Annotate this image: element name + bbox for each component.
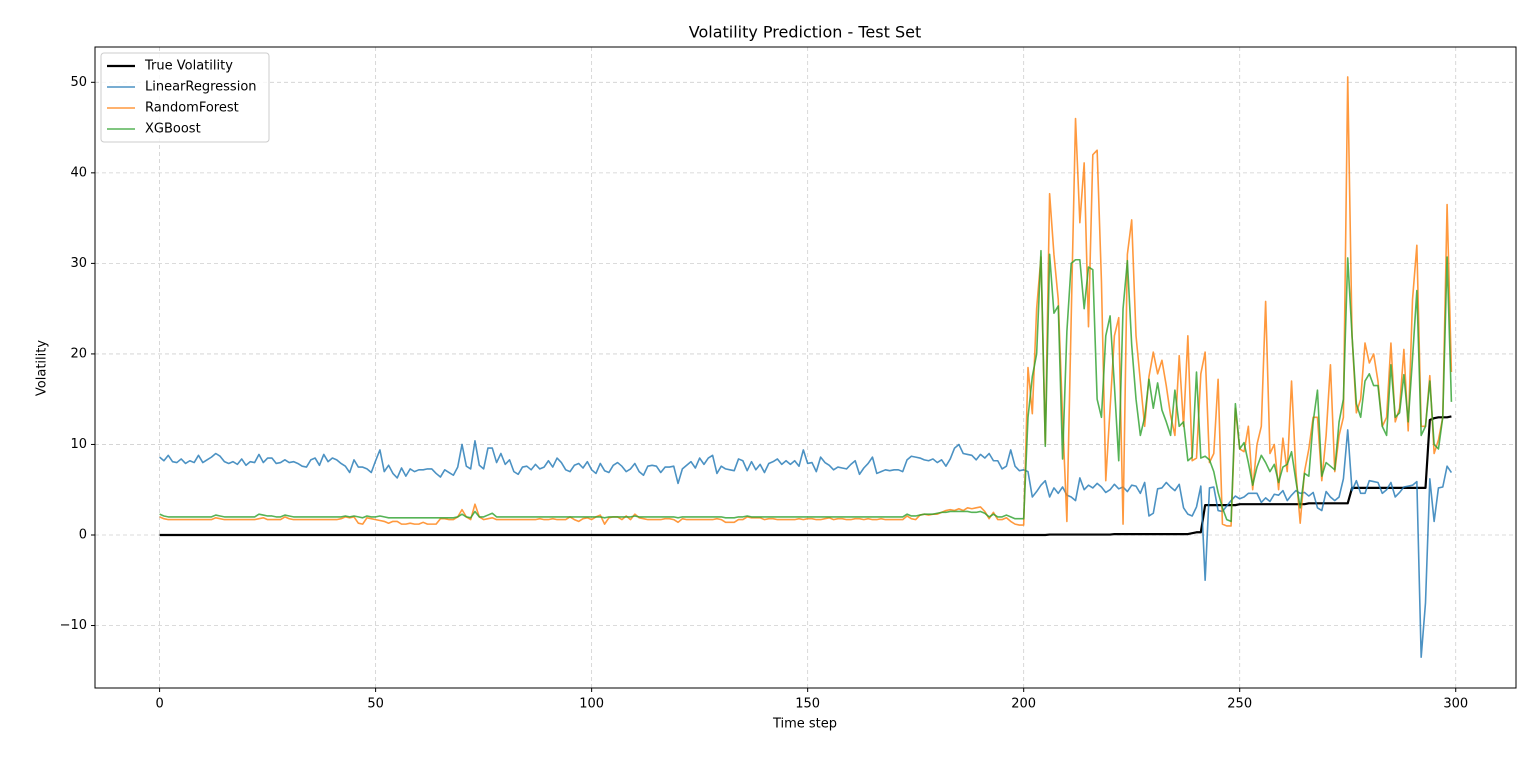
legend-label: LinearRegression <box>145 80 257 95</box>
legend-label: True Volatility <box>144 59 233 74</box>
y-tick-label: 40 <box>70 165 87 180</box>
legend-box <box>100 52 270 143</box>
x-tick-label: 150 <box>795 697 820 712</box>
grid <box>95 47 1516 688</box>
plot-lines <box>159 76 1453 659</box>
x-tick-label: 0 <box>155 697 163 712</box>
x-tick-label: 200 <box>1011 697 1036 712</box>
x-axis-label: Time step <box>772 717 837 732</box>
series-line <box>159 429 1453 659</box>
legend: True Volatility LinearRegression RandomFor… <box>100 52 270 143</box>
y-axis-label: Volatility <box>35 340 50 396</box>
x-tick-label: 300 <box>1443 697 1468 712</box>
ticks: 0 50 100 150 200 250 300 −10 0 10 20 30 40 50 <box>60 75 1469 712</box>
series-line <box>159 415 1452 537</box>
y-tick-label: −10 <box>60 618 87 633</box>
x-tick-label: 50 <box>367 697 384 712</box>
y-tick-label: 50 <box>70 75 87 90</box>
legend-label: XGBoost <box>145 122 201 137</box>
y-tick-label: 30 <box>70 256 87 271</box>
y-tick-label: 10 <box>70 437 87 452</box>
plot-frame <box>94 46 1517 689</box>
x-tick-label: 250 <box>1227 697 1252 712</box>
series-line <box>159 249 1453 523</box>
x-tick-label: 100 <box>579 697 604 712</box>
y-tick-label: 20 <box>70 346 87 361</box>
legend-label: RandomForest <box>145 101 239 116</box>
chart-title: Volatility Prediction - Test Set <box>689 23 921 42</box>
y-tick-label: 0 <box>79 527 87 542</box>
